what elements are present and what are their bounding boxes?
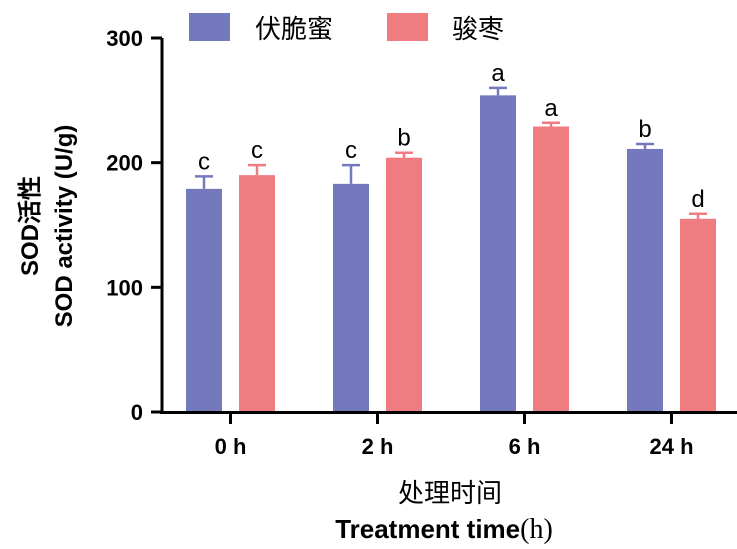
significance-label: b	[638, 116, 651, 143]
y-axis-title-line-1: SOD活性	[17, 176, 44, 276]
legend: 伏脆蜜 骏枣	[189, 13, 504, 45]
y-axis-title: SOD活性 SOD activity (U/g)	[17, 125, 78, 328]
significance-label: c	[198, 148, 210, 175]
x-axis-title-english: Treatment time(h)	[335, 514, 553, 545]
legend-label-series-2: 骏枣	[452, 15, 504, 45]
legend-swatch-series-1	[189, 13, 230, 41]
x-axis-title: 处理时间 Treatment time(h)	[335, 479, 553, 545]
significance-label: d	[691, 186, 704, 213]
x-tick-label: 24 h	[649, 434, 693, 459]
axes	[160, 38, 737, 414]
y-tick-label: 300	[106, 26, 143, 51]
bar-series-1	[480, 95, 516, 412]
bar-series-1	[333, 183, 369, 412]
y-tick-label: 200	[106, 151, 143, 176]
bar-series-1	[627, 148, 663, 412]
y-tick-label: 0	[131, 400, 143, 425]
bar-series-2	[533, 126, 569, 412]
legend-swatch-series-2	[387, 13, 428, 41]
x-axis-title-chinese: 处理时间	[398, 479, 502, 509]
significance-label: c	[251, 137, 263, 164]
x-tick-label: 6 h	[509, 434, 541, 459]
bar-series-1	[186, 188, 222, 412]
bars: c c c b a a b d	[186, 60, 716, 412]
bar-series-2	[680, 218, 716, 412]
x-tick-label: 0 h	[215, 434, 247, 459]
significance-label: a	[491, 60, 505, 87]
significance-label: b	[397, 125, 410, 152]
significance-label: c	[345, 137, 357, 164]
significance-label: a	[544, 95, 558, 122]
legend-label-series-1: 伏脆蜜	[255, 15, 333, 45]
x-axis-title-english-text: Treatment time	[335, 514, 520, 544]
x-axis-ticks: 0 h 2 h 6 h 24 h	[215, 412, 694, 459]
x-axis-title-unit: (h)	[520, 514, 553, 545]
y-tick-label: 100	[106, 275, 143, 300]
x-tick-label: 2 h	[362, 434, 394, 459]
bar-series-2	[386, 157, 422, 412]
y-axis-ticks: 0 100 200 300	[106, 26, 162, 425]
y-axis-title-line-2: SOD activity (U/g)	[51, 125, 78, 328]
bar-series-2	[239, 175, 275, 412]
